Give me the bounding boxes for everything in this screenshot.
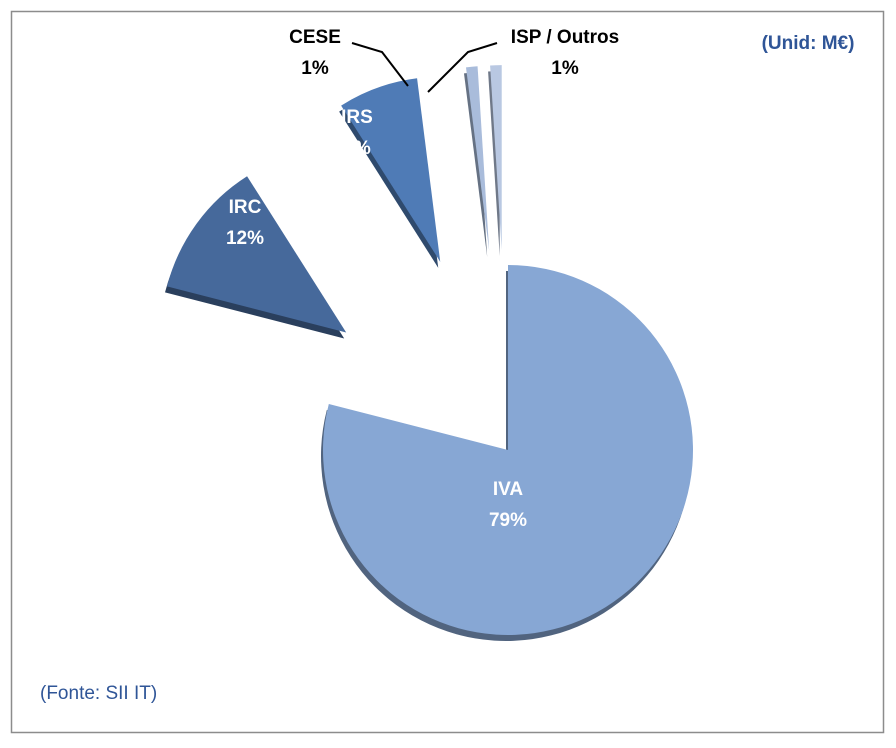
slice-value-label: 12%	[226, 228, 264, 249]
slice-label: IVA	[493, 479, 524, 500]
slice-value-label: 7%	[343, 138, 371, 159]
slice-label: ISP / Outros	[511, 27, 619, 48]
slice	[341, 78, 441, 262]
slice	[167, 176, 347, 333]
slice-label: IRC	[229, 197, 262, 218]
slice	[490, 65, 502, 251]
slice-value-label: 1%	[551, 58, 579, 79]
slice-value-label: 79%	[489, 510, 527, 531]
source-note: (Fonte: SII IT)	[40, 683, 157, 704]
slice-label: CESE	[289, 27, 341, 48]
slice-value-label: 1%	[301, 58, 329, 79]
slice-label: IRS	[341, 107, 373, 128]
slice	[322, 265, 693, 635]
leader-line	[351, 42, 409, 87]
slice-side	[463, 72, 488, 257]
leader-line	[427, 42, 498, 93]
slice	[465, 66, 490, 251]
unit-note: (Unid: M€)	[762, 33, 855, 54]
